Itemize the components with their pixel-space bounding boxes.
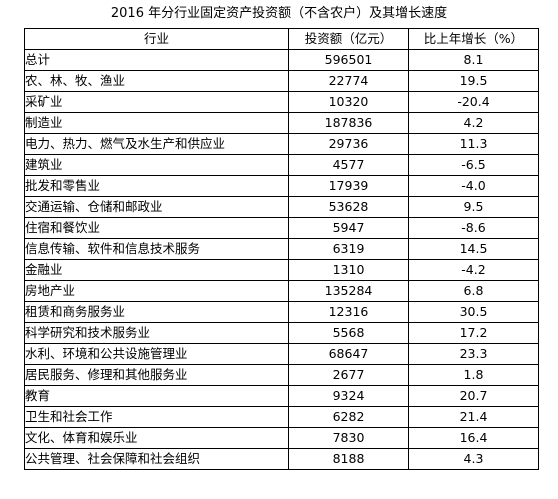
growth-cell: -6.5 (408, 154, 539, 176)
industry-cell: 住宿和餐饮业 (24, 217, 289, 239)
investment-cell: 12316 (288, 301, 409, 323)
growth-cell: 8.1 (408, 49, 539, 71)
industry-cell: 教育 (24, 385, 289, 407)
growth-cell: -4.0 (408, 175, 539, 197)
header-investment: 投资额（亿元） (288, 28, 409, 50)
table-row: 建筑业 4577 -6.5 (24, 154, 539, 176)
growth-cell: 23.3 (408, 343, 539, 365)
industry-cell: 交通运输、仓储和邮政业 (24, 196, 289, 218)
growth-cell: 20.7 (408, 385, 539, 407)
industry-cell: 建筑业 (24, 154, 289, 176)
industry-cell: 科学研究和技术服务业 (24, 322, 289, 344)
table-row: 批发和零售业 17939 -4.0 (24, 175, 539, 197)
investment-cell: 6282 (288, 406, 409, 428)
investment-cell: 22774 (288, 70, 409, 92)
investment-cell: 5568 (288, 322, 409, 344)
growth-cell: 4.2 (408, 112, 539, 134)
investment-cell: 6319 (288, 238, 409, 260)
header-growth: 比上年增长（%） (408, 28, 539, 50)
growth-cell: 21.4 (408, 406, 539, 428)
table-row: 科学研究和技术服务业 5568 17.2 (24, 322, 539, 344)
growth-cell: 16.4 (408, 427, 539, 449)
investment-cell: 4577 (288, 154, 409, 176)
investment-cell: 53628 (288, 196, 409, 218)
investment-cell: 68647 (288, 343, 409, 365)
table-row: 卫生和社会工作 6282 21.4 (24, 406, 539, 428)
growth-cell: 19.5 (408, 70, 539, 92)
table-row: 文化、体育和娱乐业 7830 16.4 (24, 427, 539, 449)
industry-cell: 文化、体育和娱乐业 (24, 427, 289, 449)
industry-cell: 农、林、牧、渔业 (24, 70, 289, 92)
table-row: 住宿和餐饮业 5947 -8.6 (24, 217, 539, 239)
industry-cell: 居民服务、修理和其他服务业 (24, 364, 289, 386)
industry-cell: 金融业 (24, 259, 289, 281)
growth-cell: 9.5 (408, 196, 539, 218)
table-row: 交通运输、仓储和邮政业 53628 9.5 (24, 196, 539, 218)
table-row: 教育 9324 20.7 (24, 385, 539, 407)
industry-cell: 公共管理、社会保障和社会组织 (24, 448, 289, 470)
growth-cell: 17.2 (408, 322, 539, 344)
growth-cell: -20.4 (408, 91, 539, 113)
growth-cell: 11.3 (408, 133, 539, 155)
industry-cell: 总计 (24, 49, 289, 71)
growth-cell: 14.5 (408, 238, 539, 260)
table-row: 电力、热力、燃气及水生产和供应业 29736 11.3 (24, 133, 539, 155)
investment-table: 行业 投资额（亿元） 比上年增长（%） 总计 596501 8.1 农、林、牧、渔业 2… (24, 28, 539, 470)
investment-cell: 17939 (288, 175, 409, 197)
table-row: 租赁和商务服务业 12316 30.5 (24, 301, 539, 323)
table-title: 2016 年分行业固定资产投资额（不含农户）及其增长速度 (110, 6, 448, 21)
investment-cell: 7830 (288, 427, 409, 449)
table-row: 采矿业 10320 -20.4 (24, 91, 539, 113)
table-row: 金融业 1310 -4.2 (24, 259, 539, 281)
table-row: 水利、环境和公共设施管理业 68647 23.3 (24, 343, 539, 365)
growth-cell: 6.8 (408, 280, 539, 302)
industry-cell: 租赁和商务服务业 (24, 301, 289, 323)
table-row: 总计 596501 8.1 (24, 49, 539, 71)
table-row: 房地产业 135284 6.8 (24, 280, 539, 302)
investment-cell: 2677 (288, 364, 409, 386)
table-row: 制造业 187836 4.2 (24, 112, 539, 134)
industry-cell: 采矿业 (24, 91, 289, 113)
investment-cell: 8188 (288, 448, 409, 470)
header-industry: 行业 (24, 28, 289, 50)
industry-cell: 制造业 (24, 112, 289, 134)
table-row: 居民服务、修理和其他服务业 2677 1.8 (24, 364, 539, 386)
growth-cell: 4.3 (408, 448, 539, 470)
investment-cell: 135284 (288, 280, 409, 302)
table-row: 农、林、牧、渔业 22774 19.5 (24, 70, 539, 92)
header-row: 行业 投资额（亿元） 比上年增长（%） (24, 28, 539, 50)
industry-cell: 信息传输、软件和信息技术服务 (24, 238, 289, 260)
table-row: 公共管理、社会保障和社会组织 8188 4.3 (24, 448, 539, 470)
investment-cell: 10320 (288, 91, 409, 113)
industry-cell: 卫生和社会工作 (24, 406, 289, 428)
investment-cell: 29736 (288, 133, 409, 155)
growth-cell: 30.5 (408, 301, 539, 323)
industry-cell: 水利、环境和公共设施管理业 (24, 343, 289, 365)
industry-cell: 房地产业 (24, 280, 289, 302)
investment-cell: 1310 (288, 259, 409, 281)
investment-cell: 596501 (288, 49, 409, 71)
growth-cell: -8.6 (408, 217, 539, 239)
table-body: 总计 596501 8.1 农、林、牧、渔业 22774 19.5 采矿业 10320 -20.… (24, 49, 539, 470)
investment-cell: 9324 (288, 385, 409, 407)
growth-cell: -4.2 (408, 259, 539, 281)
investment-cell: 187836 (288, 112, 409, 134)
growth-cell: 1.8 (408, 364, 539, 386)
investment-cell: 5947 (288, 217, 409, 239)
table-row: 信息传输、软件和信息技术服务 6319 14.5 (24, 238, 539, 260)
industry-cell: 电力、热力、燃气及水生产和供应业 (24, 133, 289, 155)
industry-cell: 批发和零售业 (24, 175, 289, 197)
